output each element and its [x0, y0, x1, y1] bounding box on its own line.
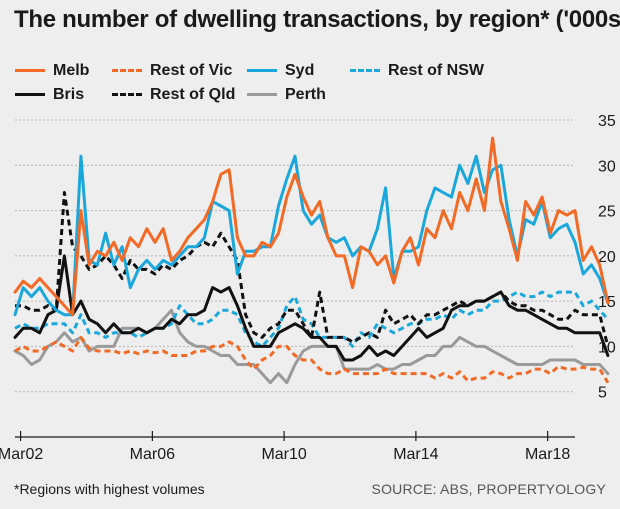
legend-item-melb: Melb: [15, 62, 89, 80]
y-tick-label-5: 5: [598, 385, 607, 402]
legend-swatch-bris: [15, 93, 45, 97]
legend-label-melb: Melb: [53, 62, 90, 79]
legend-swatch-melb: [15, 69, 45, 73]
footnote: *Regions with highest volumes: [14, 481, 205, 497]
series-line-perth: [13, 308, 610, 385]
series-line-syd: [13, 154, 610, 317]
legend-item-rest-of-qld: Rest of Qld: [112, 86, 235, 104]
legend-swatch-perth: [247, 93, 277, 97]
legend-label-rest-of-vic: Rest of Vic: [150, 62, 233, 79]
legend-swatch-rest-of-vic: [112, 69, 142, 73]
series-line-melb: [13, 136, 610, 317]
y-tick-label-20: 20: [598, 249, 616, 266]
legend-label-bris: Bris: [53, 86, 85, 103]
legend-swatch-syd: [247, 69, 277, 73]
legend-label-syd: Syd: [285, 62, 315, 79]
x-tick-label-0: Mar02: [0, 446, 43, 463]
x-tick-label-2: Mar10: [261, 446, 306, 463]
legend-label-rest-of-qld: Rest of Qld: [150, 86, 236, 103]
y-tick-label-30: 30: [598, 158, 616, 175]
series-line-rest-of-vic: [14, 335, 610, 384]
legend-item-syd: Syd: [247, 62, 314, 80]
legend-item-rest-of-vic: Rest of Vic: [112, 62, 232, 80]
x-tick-label-1: Mar06: [130, 446, 175, 463]
chart-title: The number of dwelling transactions, by …: [14, 6, 620, 33]
legend-swatch-rest-of-nsw: [350, 69, 380, 73]
legend-item-bris: Bris: [15, 86, 84, 104]
legend-item-rest-of-nsw: Rest of NSW: [350, 62, 484, 80]
legend-item-perth: Perth: [247, 86, 326, 104]
x-tick-label-4: Mar18: [525, 446, 570, 463]
x-tick-label-3: Mar14: [393, 446, 438, 463]
series-line-bris: [13, 254, 610, 362]
legend-label-rest-of-nsw: Rest of NSW: [388, 62, 484, 79]
y-tick-label-25: 25: [598, 204, 616, 221]
y-tick-label-35: 35: [598, 113, 616, 130]
legend-swatch-rest-of-qld: [112, 93, 142, 97]
series-line-rest-of-nsw: [14, 290, 610, 348]
legend-label-perth: Perth: [285, 86, 326, 103]
source-credit: SOURCE: ABS, PROPERTYOLOGY: [371, 481, 606, 497]
